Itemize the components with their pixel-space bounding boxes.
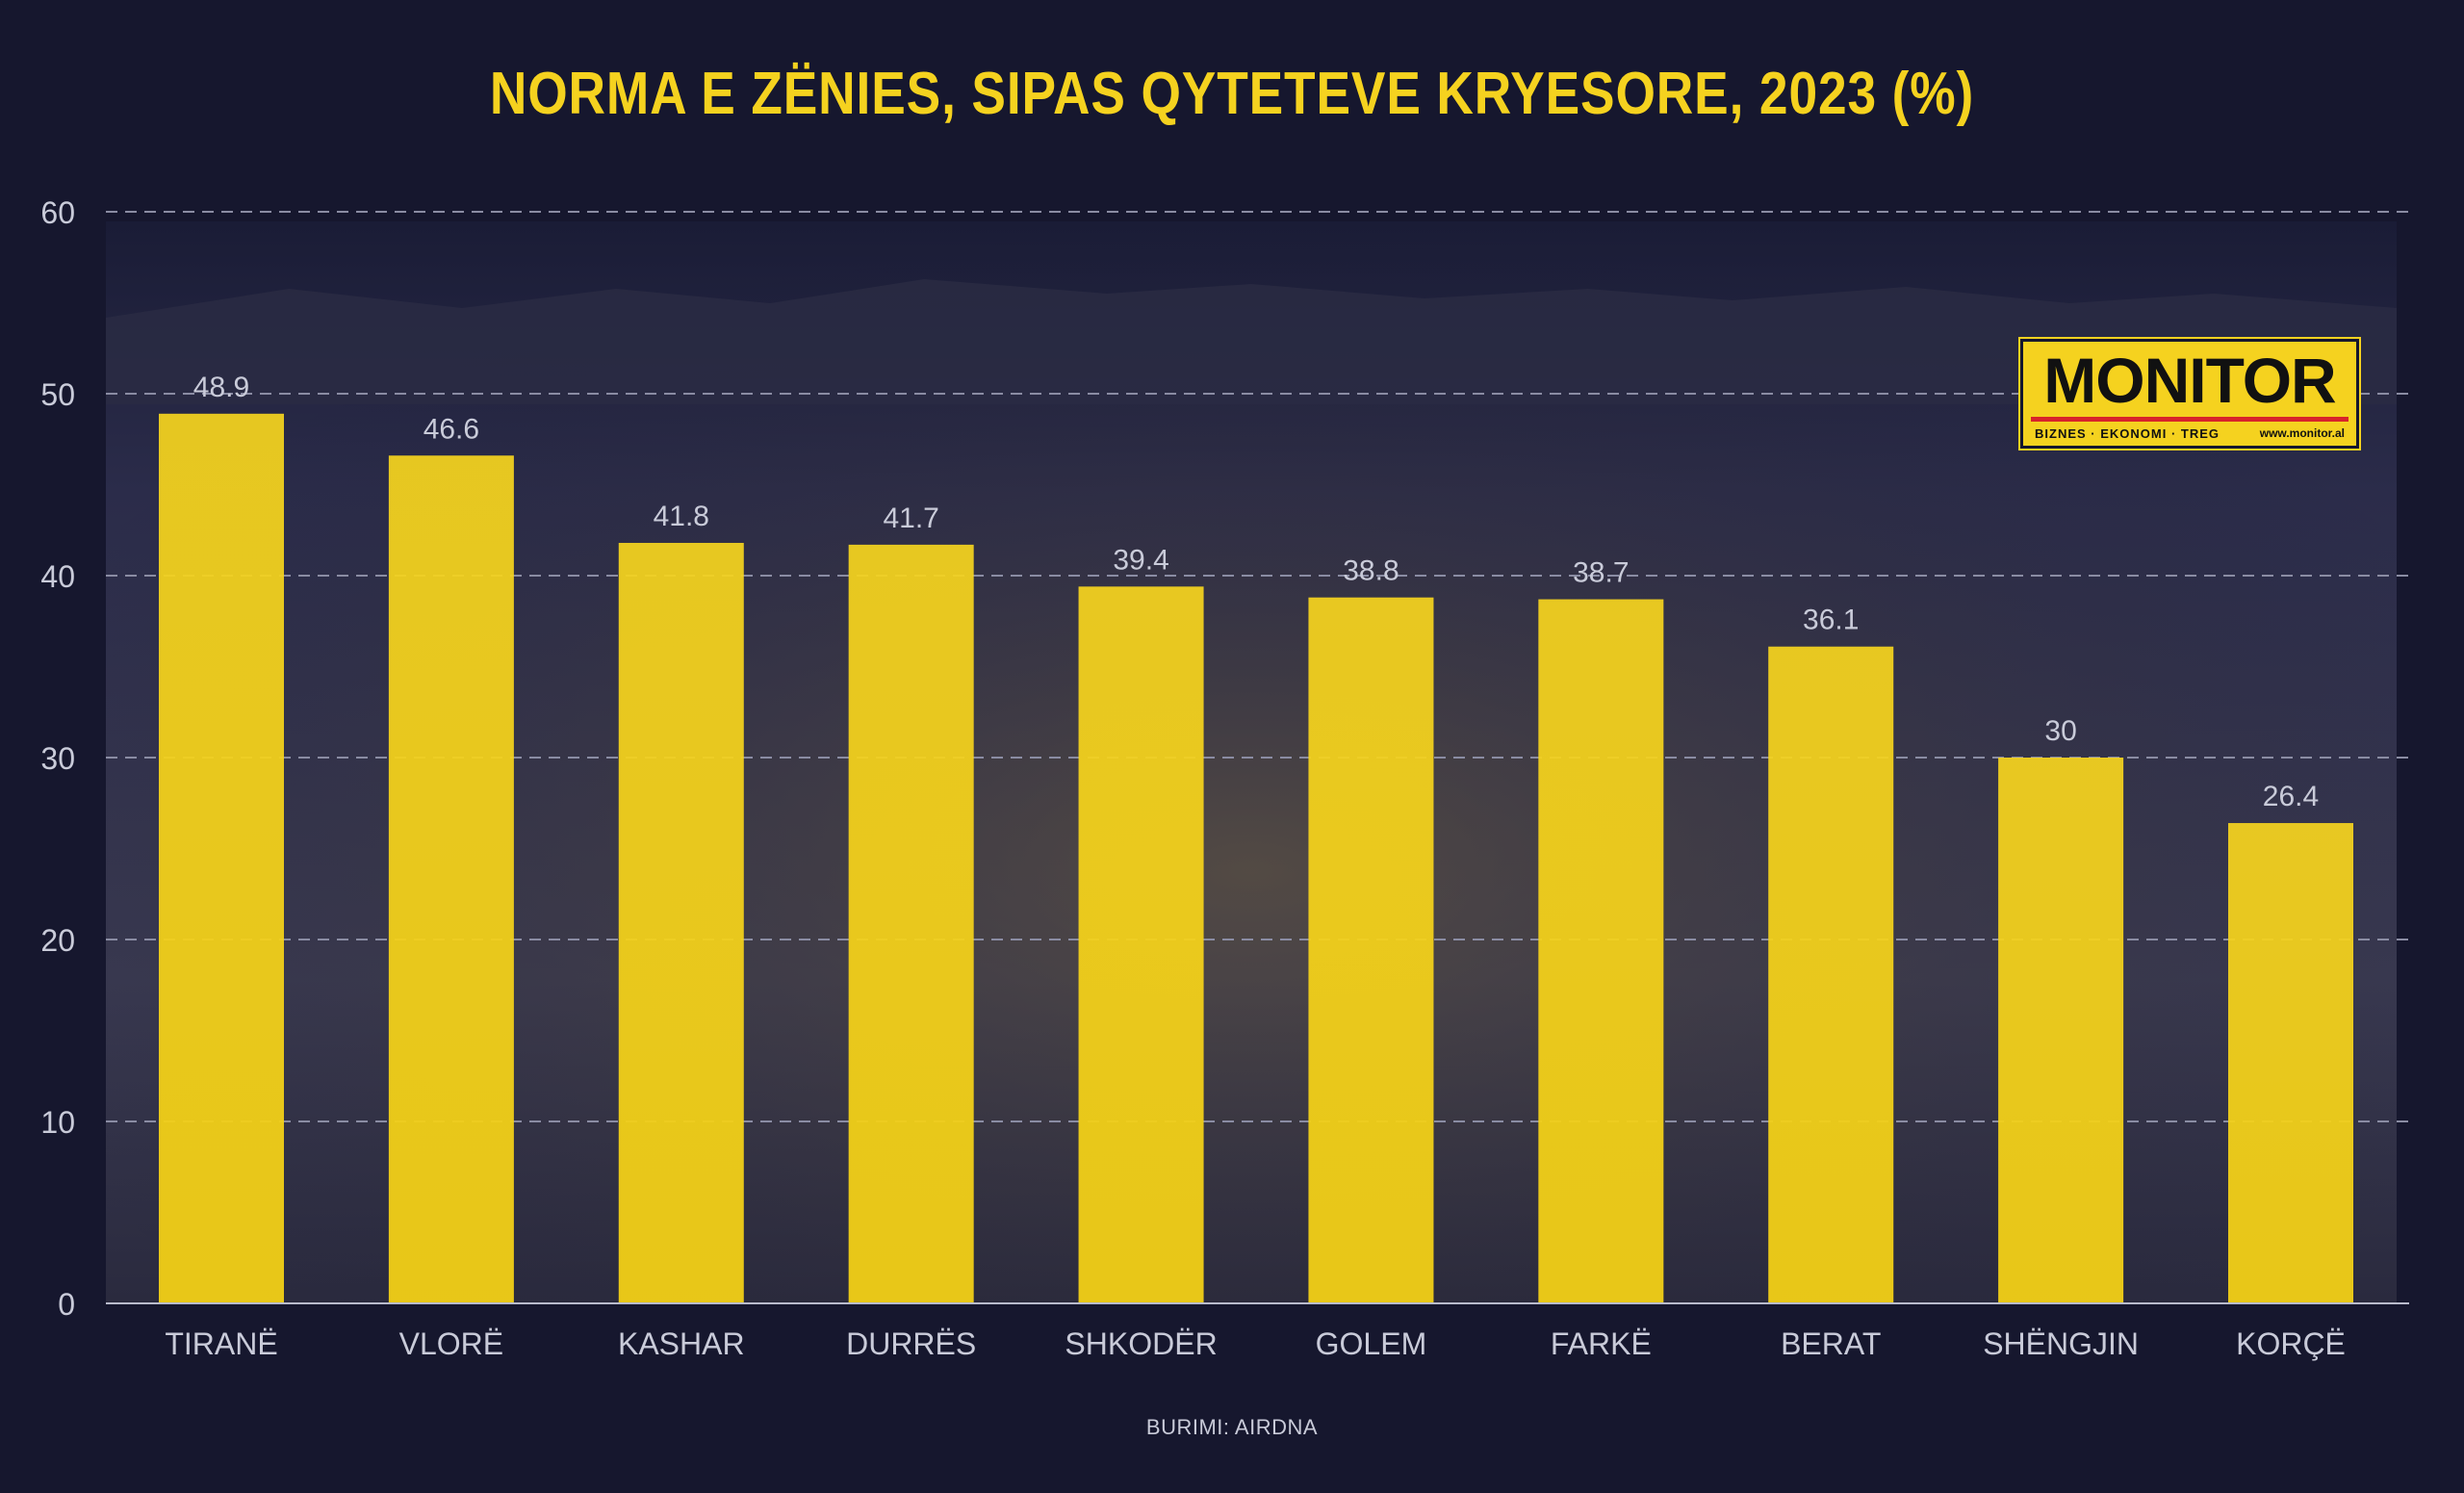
logo-stripe — [2031, 417, 2348, 422]
y-tick-label: 60 — [40, 195, 75, 230]
x-tick-label: FARKË — [1551, 1326, 1652, 1361]
logo-url: www.monitor.al — [2259, 426, 2345, 440]
source-note: BURIMI: AIRDNA — [1145, 1415, 1319, 1439]
bar-value-label: 46.6 — [424, 413, 479, 445]
y-tick-label: 50 — [40, 377, 75, 412]
bar-value-label: 41.8 — [654, 501, 709, 532]
x-tick-label: BERAT — [1781, 1326, 1881, 1361]
x-tick-label: KASHAR — [618, 1326, 745, 1361]
bar — [388, 455, 514, 1303]
x-tick-label: VLORË — [399, 1326, 503, 1361]
y-tick-label: 10 — [40, 1105, 75, 1140]
bar — [1768, 646, 1894, 1303]
y-tick-label: 30 — [40, 741, 75, 776]
logo-tagline: BIZNES · EKONOMI · TREG — [2035, 426, 2220, 441]
bar — [1998, 758, 2124, 1303]
x-axis-ticks: TIRANË VLORË KASHAR DURRËS SHKODËR GOLEM FARKË… — [165, 1326, 2346, 1361]
bar — [1538, 599, 1664, 1303]
y-tick-label: 40 — [40, 559, 75, 594]
x-tick-label: GOLEM — [1316, 1326, 1427, 1361]
x-tick-label: KORÇË — [2236, 1326, 2346, 1361]
logo-word: MONITOR — [2043, 345, 2336, 416]
bar — [1308, 597, 1434, 1303]
x-tick-label: DURRËS — [846, 1326, 976, 1361]
x-tick-label: SHKODËR — [1065, 1326, 1217, 1361]
y-tick-label: 0 — [58, 1287, 75, 1322]
x-tick-label: TIRANË — [165, 1326, 277, 1361]
y-tick-label: 20 — [40, 923, 75, 958]
chart-title: NORMA E ZËNIES, SIPAS QYTETEVE KRYESORE,… — [489, 61, 1975, 127]
y-axis-ticks: 0 10 20 30 40 50 60 — [40, 195, 75, 1322]
bar — [848, 544, 974, 1303]
bar-value-label: 36.1 — [1803, 605, 1859, 636]
bar — [1078, 586, 1204, 1303]
bar — [159, 413, 284, 1303]
bar-value-label: 41.7 — [883, 502, 938, 534]
monitor-logo: MONITOR BIZNES · EKONOMI · TREG www.moni… — [2018, 337, 2361, 450]
bar-value-label: 39.4 — [1113, 544, 1168, 576]
bar — [618, 542, 744, 1303]
bar-value-label: 38.7 — [1573, 557, 1629, 589]
bar-value-label: 26.4 — [2263, 781, 2319, 812]
bar-value-label: 38.8 — [1343, 555, 1399, 587]
x-tick-label: SHËNGJIN — [1983, 1326, 2139, 1361]
bar-value-label: 48.9 — [193, 372, 249, 403]
bar-value-label: 30 — [2044, 715, 2076, 747]
bars — [159, 413, 2353, 1303]
bar — [2228, 823, 2353, 1303]
value-labels: 48.9 46.6 41.8 41.7 39.4 38.8 38.7 36.1 30 26.4 — [193, 372, 2319, 812]
